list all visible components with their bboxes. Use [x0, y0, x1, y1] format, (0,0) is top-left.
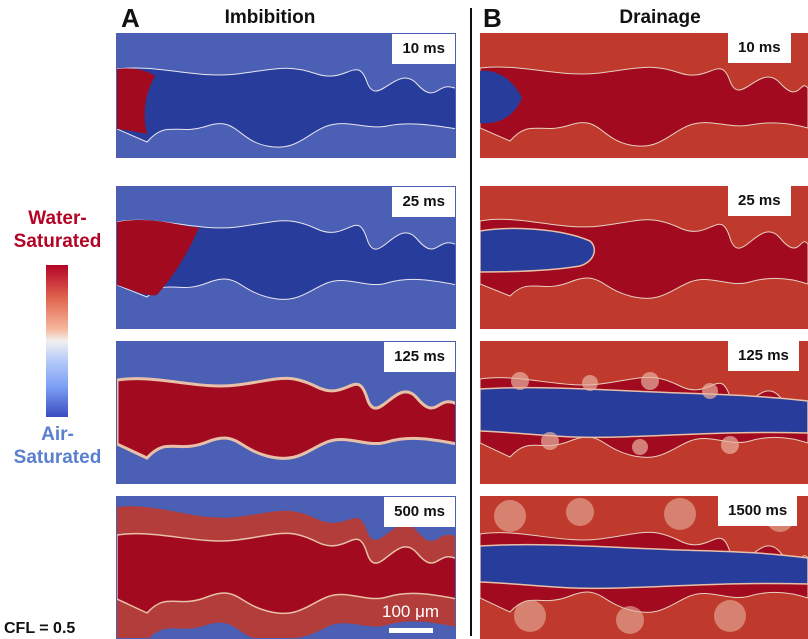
imbibition-time-1: 10 ms [392, 34, 455, 64]
saturation-colorbar [46, 265, 68, 417]
drainage-time-1: 10 ms [728, 33, 791, 63]
drainage-frame-3: 125 ms [480, 341, 808, 484]
scale-bar [389, 628, 433, 633]
imbibition-time-2: 25 ms [392, 187, 455, 217]
column-divider [470, 8, 472, 636]
legend-water-label: Water- Saturated [0, 207, 115, 253]
panel-letter-b: B [483, 3, 502, 33]
drainage-time-4: 1500 ms [718, 496, 798, 526]
imbibition-time-4: 500 ms [384, 497, 455, 527]
imbibition-frame-2: 25 ms [116, 186, 456, 329]
imbibition-time-3: 125 ms [384, 342, 455, 372]
drainage-field-3 [480, 341, 808, 484]
drainage-frame-2: 25 ms [480, 186, 808, 329]
legend-air-label: Air- Saturated [0, 423, 115, 469]
scale-bar-label: 100 μm [382, 602, 440, 621]
legend-water-line1: Water- [28, 208, 87, 229]
legend-air-line1: Air- [41, 424, 74, 445]
legend-air-line2: Saturated [13, 447, 102, 468]
drainage-time-3: 125 ms [728, 341, 799, 371]
legend-water-line2: Saturated [13, 231, 102, 252]
panel-letter-a: A [121, 3, 140, 33]
drainage-frame-1: 10 ms [480, 33, 808, 158]
drainage-time-2: 25 ms [728, 186, 791, 216]
imbibition-frame-4: 500 ms 100 μm [116, 496, 456, 639]
drainage-field-2 [480, 186, 808, 329]
imbibition-frame-3: 125 ms [116, 341, 456, 484]
drainage-frame-4: 1500 ms [480, 496, 808, 639]
drainage-title: Drainage [619, 7, 701, 28]
imbibition-field-2 [117, 187, 455, 328]
imbibition-title: Imbibition [224, 7, 316, 28]
cfl-label: CFL = 0.5 [4, 620, 76, 637]
imbibition-frame-1: 10 ms [116, 33, 456, 158]
